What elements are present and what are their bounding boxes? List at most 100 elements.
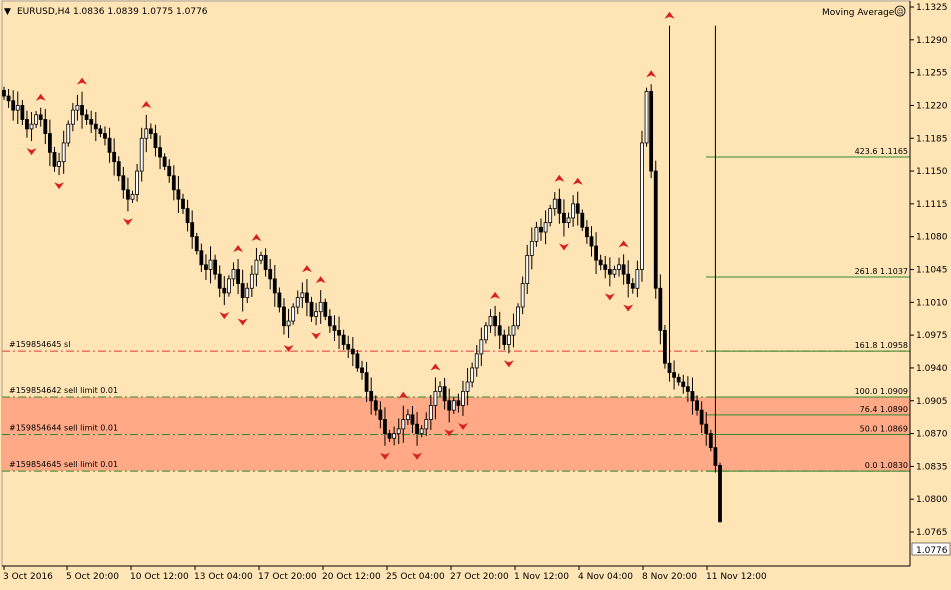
down-fractal-icon: [412, 452, 423, 460]
candle-body: [231, 269, 236, 280]
candle-body: [89, 119, 94, 125]
up-fractal-icon: [35, 93, 46, 101]
plot-area[interactable]: [1, 0, 911, 567]
price-tick-label: 1.1010: [916, 298, 948, 308]
up-fractal-icon: [77, 77, 88, 85]
time-tick-label: 5 Oct 20:00: [66, 572, 119, 582]
fibo-label: 261.8 1.1037: [855, 267, 908, 276]
candle-body: [47, 133, 52, 153]
candle-body: [630, 283, 635, 289]
down-fractal-icon: [379, 452, 390, 460]
up-fractal-icon: [572, 177, 583, 185]
down-fractal-icon: [283, 344, 294, 352]
candle-body: [451, 400, 456, 411]
candle-body: [213, 259, 218, 275]
candle-body: [144, 128, 149, 139]
up-fractal-icon: [554, 174, 565, 182]
candle-body: [428, 405, 433, 420]
candle-body: [685, 386, 690, 392]
candle-body: [392, 433, 397, 439]
candle-body: [346, 344, 351, 350]
candle-body: [268, 269, 273, 280]
candle-body: [672, 372, 677, 378]
price-tick-label: 1.1255: [916, 69, 948, 79]
candle-body: [208, 259, 213, 270]
dropdown-icon[interactable]: ▼: [4, 7, 11, 17]
candle-body: [337, 330, 341, 336]
candle-body: [575, 203, 580, 214]
down-fractal-icon: [558, 243, 569, 251]
candle-body: [162, 156, 167, 167]
fibo-label: 423.6 1.1165: [855, 147, 908, 156]
down-fractal-icon: [604, 293, 615, 301]
candle-body: [259, 255, 263, 261]
time-tick-label: 10 Oct 12:00: [130, 572, 189, 582]
candle-body: [621, 264, 626, 275]
candle-body: [704, 423, 709, 434]
time-tick-label: 4 Nov 04:00: [578, 572, 633, 582]
candle-body: [718, 465, 722, 523]
candle-body: [676, 376, 681, 383]
candle-body: [484, 325, 488, 341]
up-fractal-icon: [646, 70, 657, 78]
candle-body: [635, 269, 640, 289]
candle-body: [282, 306, 286, 327]
price-tick-label: 1.0905: [916, 397, 948, 407]
candle-body: [516, 306, 520, 327]
candle-body: [116, 161, 121, 177]
candle-body: [383, 419, 387, 434]
candle-body: [167, 165, 172, 177]
price-tick-label: 1.1325: [916, 3, 948, 13]
candle-body: [378, 409, 383, 420]
candle-body: [603, 264, 608, 270]
candle-body: [103, 133, 107, 139]
candle-body: [663, 330, 667, 364]
candles: [2, 25, 722, 523]
down-fractal-icon: [444, 429, 455, 437]
up-fractal-icon: [618, 240, 629, 248]
candle-body: [226, 278, 231, 294]
candle-body: [61, 142, 66, 163]
up-fractal-icon: [490, 291, 501, 299]
price-tick-label: 1.0835: [916, 462, 948, 472]
candle-body: [708, 433, 713, 449]
candle-body: [153, 133, 158, 149]
candle-body: [291, 306, 296, 322]
down-fractal-icon: [623, 304, 634, 312]
candle-body: [442, 386, 447, 402]
candle-body: [562, 212, 566, 224]
time-tick-label: 8 Nov 20:00: [642, 572, 697, 582]
candle-body: [314, 311, 319, 317]
candle-body: [539, 226, 543, 233]
candle-body: [506, 334, 511, 345]
indicator-icon[interactable]: [894, 5, 906, 17]
candle-body: [598, 259, 603, 266]
candle-body: [70, 109, 75, 125]
candle-body: [80, 105, 84, 116]
candle-body: [309, 301, 314, 317]
candle-body: [43, 119, 48, 134]
candle-body: [405, 414, 410, 420]
price-tick-label: 1.0765: [916, 528, 948, 538]
candle-body: [594, 245, 598, 261]
indicator-label[interactable]: Moving Average: [822, 8, 895, 18]
candle-body: [465, 381, 470, 392]
candle-body: [607, 269, 612, 275]
indicator-face-icon: ☹: [897, 8, 904, 16]
up-fractal-icon: [141, 101, 152, 108]
up-fractal-icon: [251, 233, 262, 241]
candle-body: [355, 353, 360, 369]
candle-body: [327, 315, 332, 327]
candle-body: [254, 259, 259, 275]
candle-body: [653, 170, 658, 289]
order-label: #159854645 sl: [9, 340, 70, 349]
order-label: #159854642 sell limit 0.01: [9, 386, 118, 395]
up-fractal-icon: [315, 276, 326, 284]
down-fractal-icon: [26, 148, 37, 156]
candle-body: [557, 198, 562, 214]
fibo-label: 161.8 1.0958: [855, 341, 908, 350]
fibo-label: 76.4 1.0890: [860, 405, 908, 414]
down-fractal-icon: [122, 218, 133, 226]
down-fractal-icon: [219, 312, 230, 320]
